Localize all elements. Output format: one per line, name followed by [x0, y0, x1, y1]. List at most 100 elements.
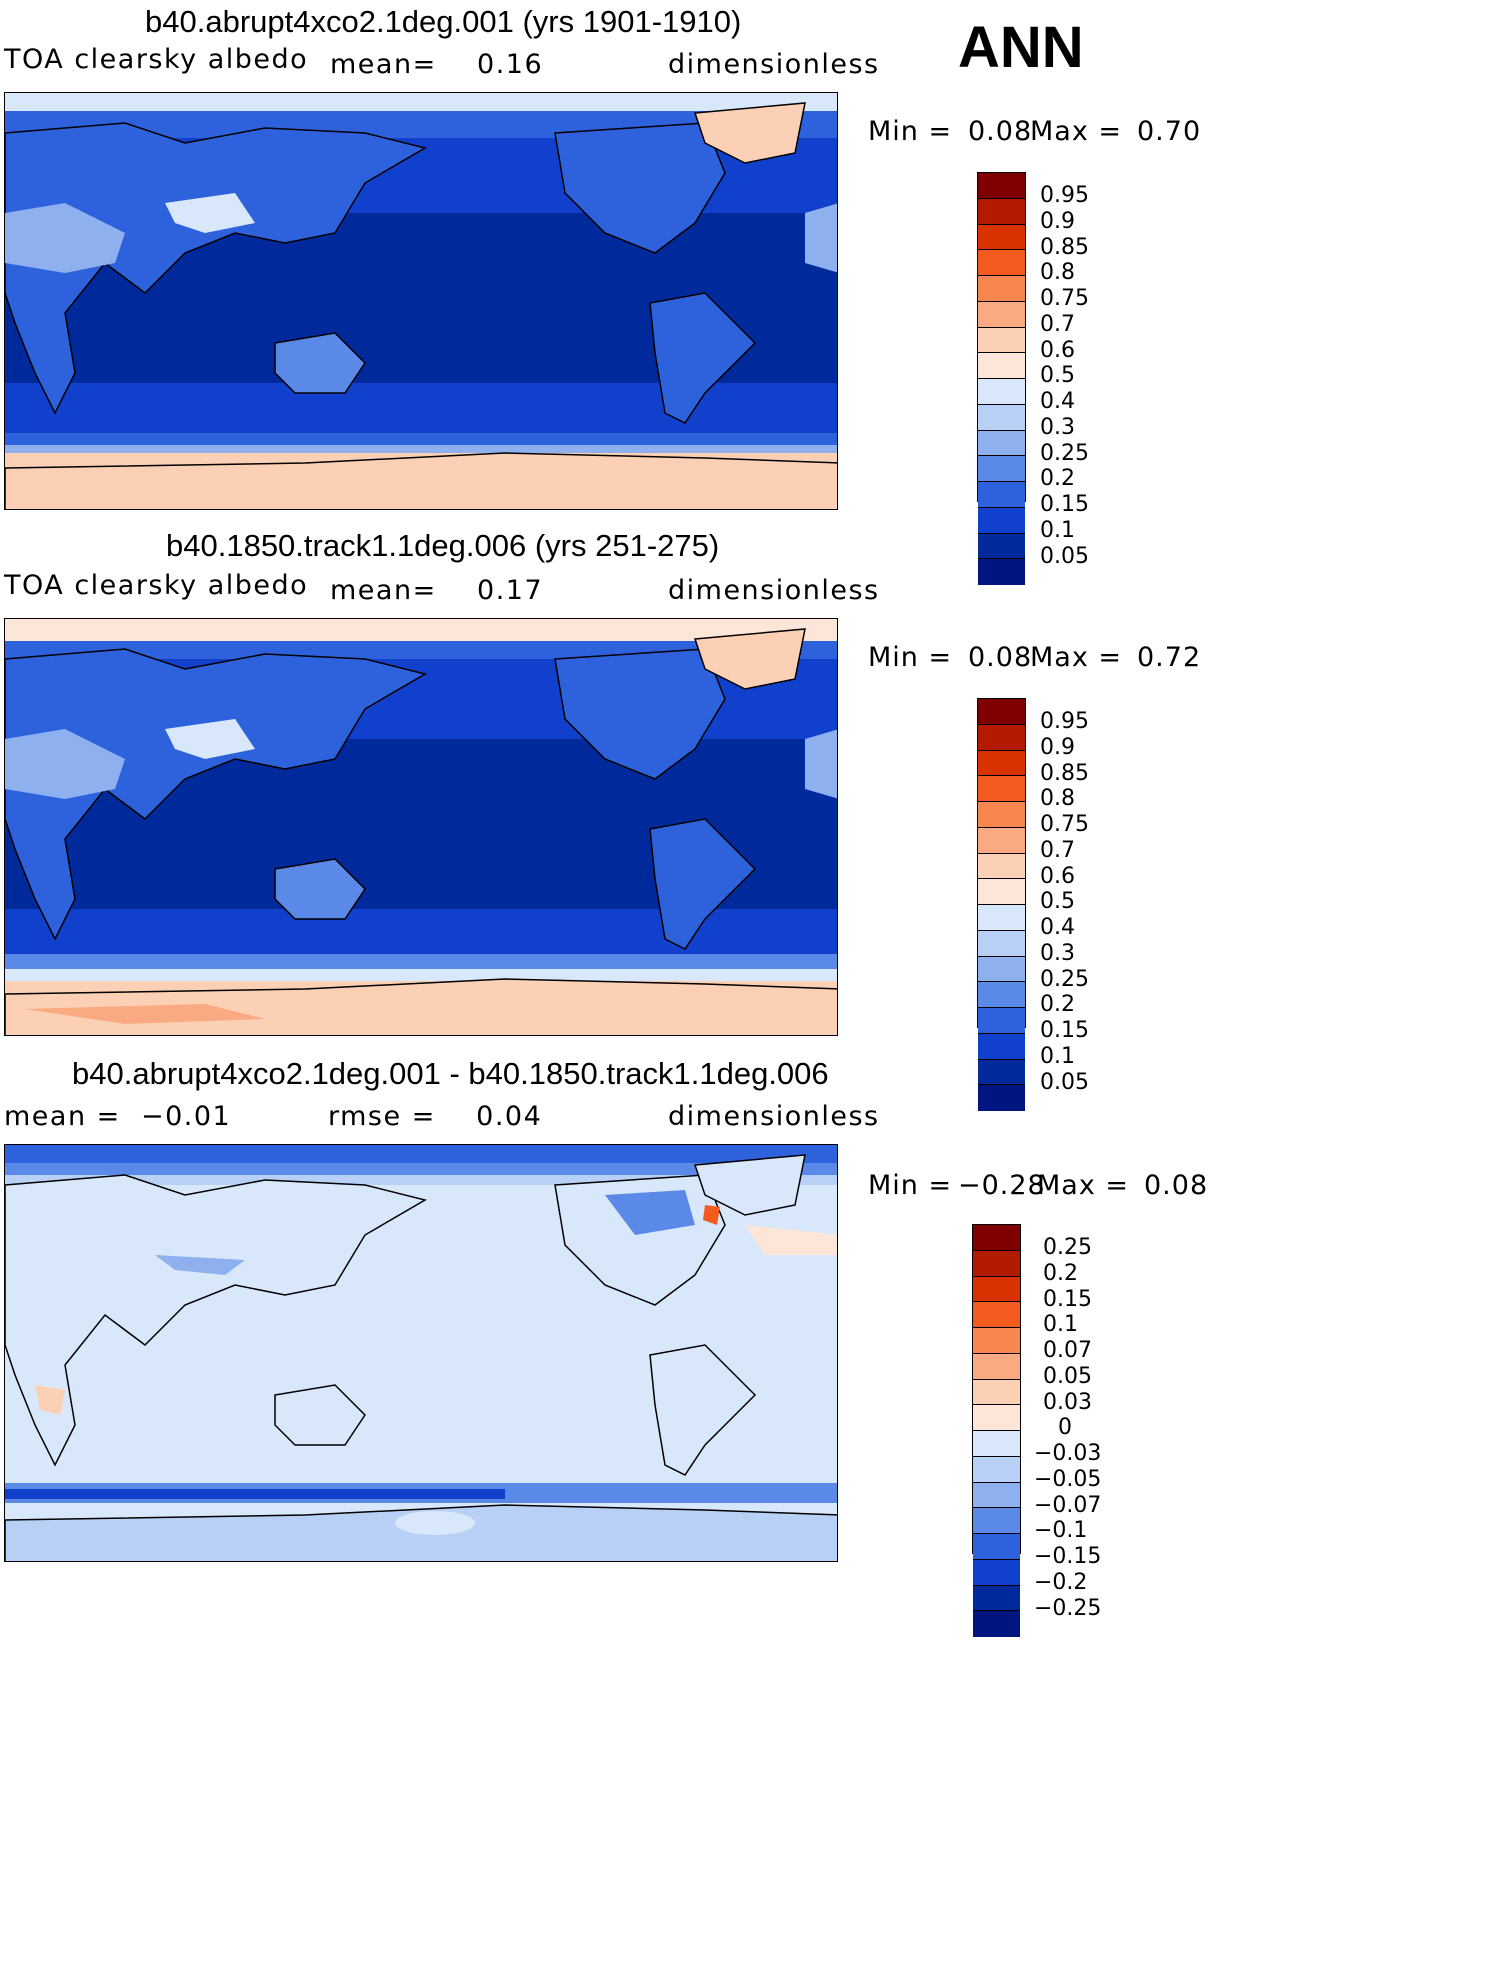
- colorbar-label: 0.4: [1040, 389, 1075, 414]
- colorbar-swatch: [978, 853, 1025, 880]
- colorbar-swatch: [978, 430, 1025, 457]
- colorbar-swatch: [978, 1008, 1025, 1034]
- colorbar-swatch: [973, 1585, 1020, 1612]
- colorbar-swatch: [978, 699, 1025, 725]
- colorbar-label: 0.05: [1040, 543, 1089, 569]
- panel-2-min-label: Min =: [868, 642, 953, 673]
- colorbar-label: 0.85: [1040, 234, 1089, 260]
- panel-2-mean: mean= 0.17: [330, 575, 544, 606]
- colorbar-label: 0.25: [1043, 1235, 1092, 1260]
- colorbar-swatch: [978, 250, 1025, 276]
- colorbar-label: 0.3: [1040, 414, 1075, 440]
- colorbar-label: −0.05: [1034, 1466, 1102, 1492]
- colorbar-label: 0.5: [1040, 363, 1075, 389]
- colorbar-swatch: [978, 353, 1025, 379]
- colorbar-swatch: [978, 1085, 1025, 1111]
- colorbar-swatch: [973, 1456, 1020, 1483]
- colorbar-swatch: [978, 224, 1025, 251]
- colorbar-swatch: [973, 1482, 1020, 1509]
- colorbar-label: 0.2: [1040, 992, 1075, 1018]
- season-label: ANN: [958, 15, 1084, 80]
- colorbar-label: 0.75: [1040, 286, 1089, 311]
- panel-3-max-value: 0.08: [1144, 1170, 1209, 1201]
- colorbar-label: 0.05: [1040, 1069, 1089, 1095]
- colorbar-swatch: [978, 776, 1025, 802]
- colorbar-swatch: [978, 276, 1025, 302]
- panel-3-map: [4, 1144, 838, 1562]
- colorbar-label: 0.7: [1040, 837, 1075, 863]
- colorbar-label: 0.2: [1043, 1260, 1078, 1286]
- colorbar-swatch: [973, 1250, 1020, 1277]
- panel-1-map: [4, 92, 838, 510]
- panel-1-colorbar: [977, 172, 1026, 585]
- panel-2-map-svg: [5, 619, 837, 1035]
- panel-2-max-label: Max =: [1030, 642, 1123, 673]
- panel-3-min-value: −0.28: [958, 1170, 1046, 1201]
- colorbar-swatch: [978, 802, 1025, 828]
- colorbar-label: 0.05: [1043, 1363, 1092, 1389]
- colorbar-swatch: [973, 1508, 1020, 1534]
- colorbar-label: 0.6: [1040, 337, 1075, 363]
- panel-1-title: b40.abrupt4xco2.1deg.001 (yrs 1901-1910): [145, 4, 742, 39]
- colorbar-label: 0.6: [1040, 863, 1075, 889]
- colorbar-swatch: [978, 827, 1025, 854]
- colorbar-label: 0.8: [1040, 786, 1075, 812]
- colorbar-swatch: [978, 724, 1025, 751]
- colorbar-label: 0.15: [1040, 492, 1089, 517]
- colorbar-label: 0.95: [1040, 709, 1089, 734]
- colorbar-swatch: [978, 173, 1025, 199]
- panel-2-variable: TOA clearsky albedo: [4, 570, 309, 601]
- colorbar-label: 0.07: [1043, 1338, 1092, 1363]
- colorbar-label: 0.5: [1040, 889, 1075, 915]
- colorbar-swatch: [973, 1276, 1020, 1303]
- colorbar-label: −0.03: [1034, 1441, 1102, 1466]
- panel-3-mean: mean = −0.01: [4, 1101, 232, 1132]
- colorbar-swatch: [973, 1379, 1020, 1406]
- panel-3-rmse: rmse = 0.04: [328, 1101, 543, 1132]
- panel-3-min-label: Min =: [868, 1170, 953, 1201]
- colorbar-swatch: [978, 559, 1025, 585]
- panel-3-title: b40.abrupt4xco2.1deg.001 - b40.1850.trac…: [72, 1056, 829, 1091]
- colorbar-swatch: [973, 1302, 1020, 1328]
- colorbar-label: 0.2: [1040, 466, 1075, 492]
- panel-2-title: b40.1850.track1.1deg.006 (yrs 251-275): [166, 528, 720, 563]
- panel-3-max-label: Max =: [1037, 1170, 1130, 1201]
- colorbar-label: 0.7: [1040, 311, 1075, 337]
- colorbar-label: 0: [1058, 1415, 1072, 1441]
- colorbar-label: 0.8: [1040, 260, 1075, 286]
- colorbar-swatch: [978, 905, 1025, 931]
- panel-3-units: dimensionless: [668, 1101, 880, 1132]
- colorbar-swatch: [973, 1405, 1020, 1431]
- colorbar-swatch: [978, 198, 1025, 225]
- colorbar-label: 0.3: [1040, 940, 1075, 966]
- colorbar-swatch: [978, 1059, 1025, 1086]
- colorbar-label: −0.1: [1034, 1518, 1088, 1544]
- panel-2-max-value: 0.72: [1137, 642, 1202, 673]
- panel-1-variable: TOA clearsky albedo: [4, 44, 309, 75]
- colorbar-label: 0.1: [1043, 1312, 1078, 1338]
- colorbar-label: 0.1: [1040, 517, 1075, 543]
- panel-1-min-label: Min =: [868, 116, 953, 147]
- colorbar-swatch: [973, 1611, 1020, 1637]
- colorbar-label: 0.25: [1040, 440, 1089, 466]
- colorbar-swatch: [973, 1559, 1020, 1586]
- colorbar-swatch: [978, 879, 1025, 905]
- colorbar-swatch: [978, 930, 1025, 957]
- colorbar-swatch: [978, 456, 1025, 482]
- colorbar-label: 0.15: [1043, 1286, 1092, 1312]
- colorbar-label: −0.15: [1034, 1544, 1102, 1569]
- panel-1-units: dimensionless: [668, 49, 880, 80]
- panel-3-map-svg: [5, 1145, 837, 1561]
- panel-2-colorbar-labels: 0.95 0.9 0.85 0.8 0.75 0.7 0.6 0.5 0.4 0…: [1040, 709, 1089, 1095]
- colorbar-swatch: [978, 533, 1025, 560]
- colorbar-label: 0.4: [1040, 915, 1075, 940]
- panel-1-max-value: 0.70: [1137, 116, 1202, 147]
- colorbar-swatch: [973, 1225, 1020, 1251]
- colorbar-label: 0.1: [1040, 1043, 1075, 1069]
- colorbar-swatch: [978, 1033, 1025, 1060]
- colorbar-swatch: [978, 301, 1025, 328]
- colorbar-label: 0.75: [1040, 812, 1089, 837]
- panel-1-colorbar-labels: 0.95 0.9 0.85 0.8 0.75 0.7 0.6 0.5 0.4 0…: [1040, 183, 1089, 569]
- colorbar-swatch: [978, 956, 1025, 983]
- colorbar-swatch: [973, 1431, 1020, 1457]
